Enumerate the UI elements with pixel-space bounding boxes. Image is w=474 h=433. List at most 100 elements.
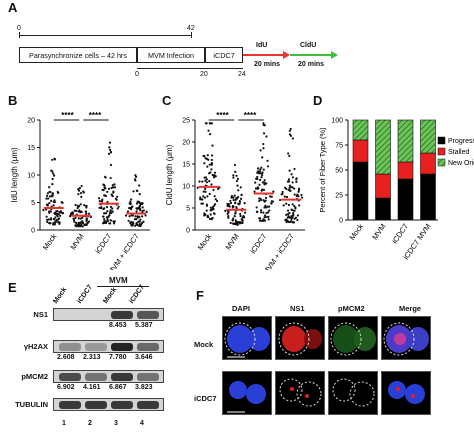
blot-quantification: 6.867 [109,384,127,391]
idu-data-point [105,206,109,209]
cldu-data-point [264,196,268,200]
idu-data-point [101,188,104,192]
idu-data-point [135,221,138,225]
cldu-data-point [263,216,266,219]
blot-quantification: 8.453 [109,322,127,329]
cldu-data-point [204,187,207,190]
cldu-data-point [263,179,266,182]
cldu-data-point [262,168,265,171]
idu-data-point [133,178,137,181]
idu-data-point [81,222,84,225]
image-icdc7-pmcm2 [328,371,378,415]
blot-quantification: 5.387 [135,322,153,329]
blot-label-tubulin: TUBULIN [15,400,48,409]
cldu-x-tick-label: iCDC7 [248,232,268,255]
cldu-y-axis-label: CldU length (μm) [165,144,174,205]
idu-data-point [109,176,112,180]
timeline-box-icdc7: iCDC7 [205,47,243,63]
idu-data-point [46,220,49,224]
cldu-data-point [202,195,205,198]
cldu-x-tick-label: MVM [223,232,240,251]
idu-data-point [139,218,142,221]
cldu-data-point [258,183,261,186]
idu-data-point [48,190,51,194]
idu-data-point [130,214,133,217]
fiber-bar-progressing [375,197,391,221]
cldu-data-point [263,206,266,209]
lane-label-2: iCDC7 [76,283,95,305]
blot-band [137,373,159,381]
cldu-data-point [224,209,227,212]
cldu-data-point [262,211,265,214]
blot-band [111,311,133,319]
idu-data-point [109,163,113,167]
cldu-data-point [229,201,233,205]
fiber-x-tick-label: MVM [370,222,387,241]
cldu-data-point [281,192,284,196]
idu-data-point [56,215,59,218]
idu-data-point [47,197,50,200]
cldu-data-point [232,198,235,202]
idu-data-point [103,218,106,221]
panel-e-letter: E [8,280,17,295]
blot-quantification: 2.313 [83,354,101,361]
idu-data-point [109,209,112,212]
cldu-data-point [258,219,262,222]
cldu-data-point [241,219,244,222]
cldu-data-point [230,196,233,199]
idu-data-point [46,192,49,195]
cldu-data-point [295,194,298,198]
cldu-data-point [284,186,287,189]
cldu-data-point [234,219,237,222]
timeline-box-parasynchronize: Parasynchronize cells – 42 hrs [19,47,137,63]
cldu-data-point [228,205,231,208]
cldu-data-point [213,204,216,207]
cldu-data-point [233,215,236,218]
cldu-data-point [243,202,246,205]
cldu-data-point [290,173,293,176]
cldu-data-point [202,154,205,158]
cldu-data-point [232,196,235,199]
cldu-data-point [238,221,241,224]
cldu-data-point [262,219,265,222]
cldu-y-tick-label: 0 [186,228,190,235]
cldu-data-point [232,174,235,177]
idu-data-point [77,205,80,208]
timeline-top-line [19,35,192,36]
idu-data-point [48,195,52,198]
idu-data-point [112,222,116,225]
idu-data-point [85,212,88,215]
idu-data-point [59,214,62,217]
panel-c-letter: C [162,93,172,108]
legend-label: Progressing [448,138,474,145]
cldu-data-point [211,144,214,147]
idu-data-point [53,158,57,161]
cldu-data-point [212,212,216,215]
panel-d-letter: D [313,93,323,108]
cldu-data-point [290,215,293,218]
idu-data-point [109,205,113,208]
idu-data-point [98,206,101,209]
cldu-y-tick-label: 5 [186,206,190,213]
idu-data-point [53,212,57,216]
idu-data-point [48,210,51,213]
fiber-y-tick-label: 75 [335,143,343,150]
idu-data-point [104,212,108,215]
cldu-data-point [199,196,202,199]
idu-data-point [111,210,114,213]
cldu-data-point [208,180,211,183]
cldu-data-point [270,200,273,203]
idu-data-point [141,206,144,209]
cldu-data-point [256,186,259,189]
idu-data-point [113,183,116,186]
idu-data-point [100,206,103,210]
cldu-data-point [300,193,303,197]
idu-data-point [45,194,49,197]
cldu-data-point [235,174,238,177]
idu-data-point [85,218,88,221]
cldu-data-point [204,122,208,125]
idu-data-point [77,217,80,220]
cldu-data-point [293,193,296,196]
cldu-data-point [238,203,241,206]
cldu-data-point [263,183,266,186]
